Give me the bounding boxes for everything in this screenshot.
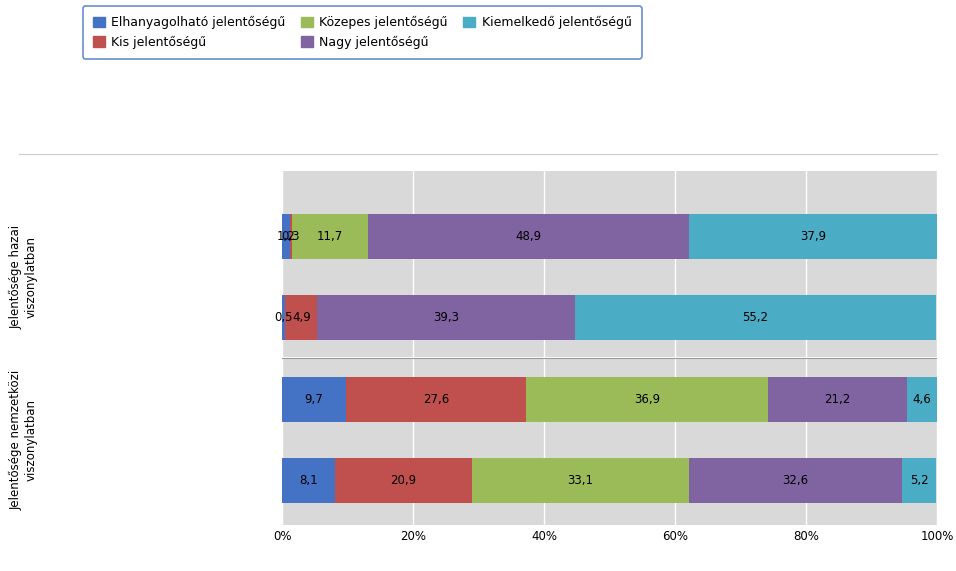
- Text: 0,5: 0,5: [274, 311, 293, 324]
- Text: 32,6: 32,6: [782, 474, 809, 487]
- Text: 27,6: 27,6: [423, 393, 449, 405]
- Bar: [282, 295, 285, 340]
- Text: 9,7: 9,7: [304, 393, 323, 405]
- Legend: Elhanyagolható jelentőségű, Kis jelentőségű, Közepes jelentőségű, Nagy jelentősé: Elhanyagolható jelentőségű, Kis jelentős…: [83, 6, 641, 59]
- Bar: [290, 214, 292, 259]
- Text: 37,9: 37,9: [800, 230, 826, 243]
- Bar: [285, 295, 317, 340]
- Bar: [768, 377, 906, 421]
- Text: 8,1: 8,1: [299, 474, 317, 487]
- Text: 36,9: 36,9: [634, 393, 661, 405]
- Text: 5,2: 5,2: [910, 474, 928, 487]
- Text: 21,2: 21,2: [824, 393, 851, 405]
- Bar: [527, 377, 768, 421]
- Bar: [282, 377, 345, 421]
- Text: 20,9: 20,9: [390, 474, 417, 487]
- Bar: [345, 377, 527, 421]
- Bar: [335, 458, 472, 503]
- Bar: [688, 214, 937, 259]
- Bar: [317, 295, 575, 340]
- Bar: [292, 214, 368, 259]
- Bar: [688, 458, 902, 503]
- Text: 11,7: 11,7: [317, 230, 343, 243]
- Text: 0,3: 0,3: [282, 230, 300, 243]
- Text: Jelentősége nemzetközi
viszonylatban: Jelentősége nemzetközi viszonylatban: [10, 370, 37, 510]
- Text: 4,6: 4,6: [912, 393, 931, 405]
- Text: 39,3: 39,3: [433, 311, 459, 324]
- Bar: [472, 458, 688, 503]
- Bar: [906, 377, 937, 421]
- Bar: [575, 295, 936, 340]
- Bar: [282, 214, 290, 259]
- Text: Jelentősége hazai
viszonylatban: Jelentősége hazai viszonylatban: [10, 225, 37, 329]
- Text: 48,9: 48,9: [515, 230, 542, 243]
- Bar: [368, 214, 688, 259]
- Text: 1,2: 1,2: [276, 230, 295, 243]
- Text: 33,1: 33,1: [567, 474, 594, 487]
- Text: 55,2: 55,2: [743, 311, 769, 324]
- Bar: [282, 458, 335, 503]
- Bar: [902, 458, 936, 503]
- Text: 4,9: 4,9: [292, 311, 311, 324]
